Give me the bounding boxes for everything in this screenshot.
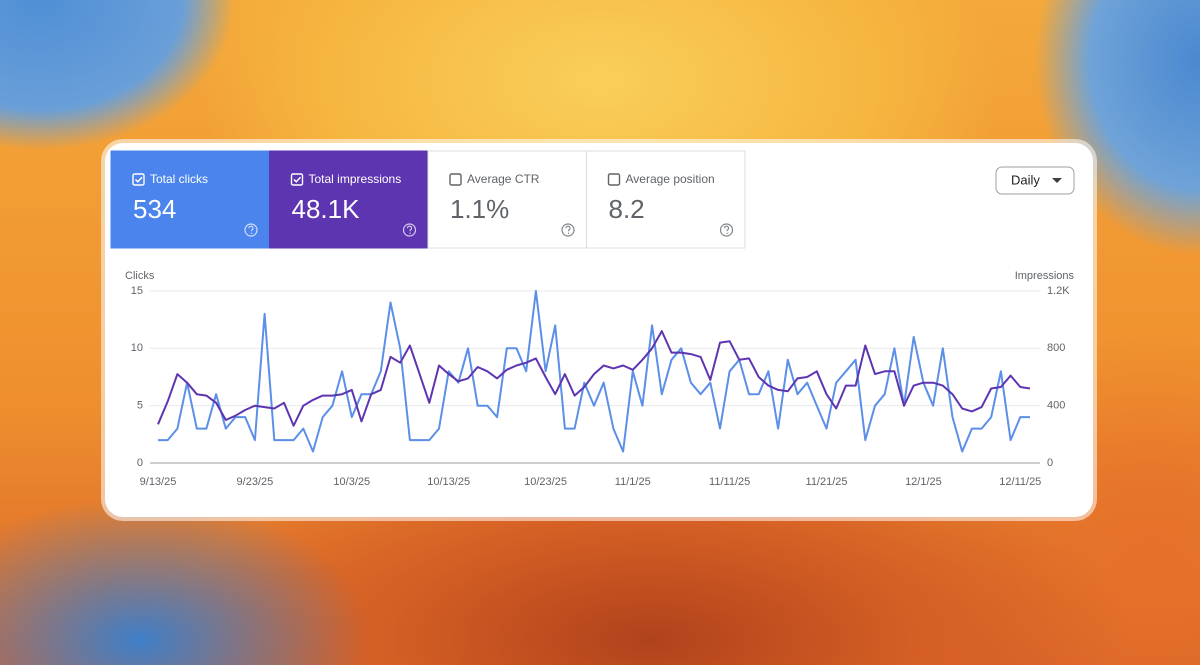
card-label: Total impressions	[309, 172, 402, 186]
y2-tick-label: 800	[1047, 342, 1065, 354]
x-tick-label: 11/21/25	[806, 476, 848, 488]
metric-card[interactable]: Total clicks 534	[110, 150, 270, 249]
y-tick-label: 15	[131, 285, 143, 297]
x-tick-label: 12/11/25	[999, 476, 1041, 488]
series-line	[158, 290, 1030, 453]
card-bg	[110, 150, 270, 249]
dropdown-label[interactable]: Daily	[1011, 172, 1040, 187]
y2-tick-label: 0	[1047, 457, 1053, 469]
card-bg	[269, 150, 429, 249]
help-icon	[561, 223, 575, 237]
help-glyph	[406, 225, 413, 232]
metric-card[interactable]: Total impressions 48.1K	[269, 150, 429, 249]
x-tick-label: 9/13/25	[140, 476, 177, 488]
dropdown-box[interactable]	[995, 166, 1075, 195]
checkmark	[293, 176, 302, 183]
metric-card[interactable]: Average CTR 1.1%	[427, 150, 587, 249]
checkmark	[134, 176, 143, 183]
y-tick-label: 0	[137, 457, 143, 469]
help-icon	[719, 223, 734, 237]
card-value: 1.1%	[450, 194, 509, 224]
y2-axis-title: Impressions	[1015, 270, 1075, 282]
checkbox	[290, 173, 304, 186]
y2-tick-label: 1.2K	[1047, 285, 1070, 297]
x-tick-label: 10/13/25	[427, 476, 470, 488]
x-tick-label: 10/3/25	[333, 476, 370, 488]
y-axis-title: Clicks	[125, 270, 155, 282]
help-dot	[250, 232, 253, 234]
card-value: 8.2	[609, 194, 645, 224]
card-label: Average position	[626, 172, 715, 186]
help-glyph	[565, 225, 571, 232]
y-tick-label: 5	[137, 400, 143, 412]
help-glyph	[248, 225, 254, 232]
checkbox	[449, 173, 462, 186]
checkbox	[132, 173, 145, 186]
x-tick-label: 11/1/25	[615, 476, 651, 488]
card-value: 48.1K	[292, 194, 361, 224]
plot: 0 5 10 15 0 400 800 1.2K 9/13/25 9/23/25 10/3/25 10…	[131, 285, 1071, 488]
help-glyph	[723, 225, 730, 232]
dropdown[interactable]: Daily	[995, 166, 1075, 195]
x-tick-label: 12/1/25	[905, 476, 942, 488]
y-tick-label: 10	[131, 342, 143, 354]
help-dot	[409, 232, 411, 234]
card-label: Total clicks	[150, 172, 208, 186]
series-line	[157, 330, 1031, 427]
metric-cards: Total clicks 534 Total impressions 48.1K Ave…	[110, 150, 746, 249]
y2-tick-label: 400	[1047, 400, 1065, 412]
card-label: Average CTR	[467, 172, 540, 186]
card-value: 534	[133, 194, 176, 224]
help-icon	[244, 223, 258, 237]
help-icon	[402, 223, 417, 237]
x-tick-label: 9/23/25	[237, 476, 274, 488]
metric-card[interactable]: Average position 8.2	[586, 150, 746, 249]
card-bg	[586, 150, 746, 249]
help-dot	[726, 232, 728, 234]
help-dot	[567, 232, 570, 234]
dropdown-arrow	[1052, 178, 1062, 183]
x-tick-label: 10/23/25	[524, 476, 567, 488]
x-tick-label: 11/11/25	[709, 476, 750, 488]
checkbox	[607, 173, 621, 186]
